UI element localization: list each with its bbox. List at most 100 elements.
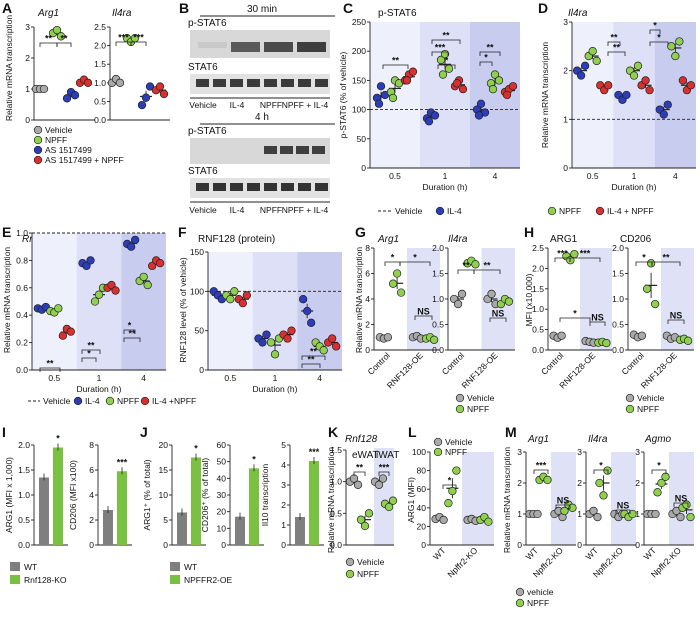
panel-e-y-tick-label: 0.2: [16, 338, 28, 348]
panel-d-g2-s2-point: [686, 81, 696, 90]
panel-g-1-y-tick-label: 6: [365, 269, 370, 279]
panel-j-2-bar-0: [235, 516, 245, 545]
blot-band: [264, 146, 277, 154]
panel-d-y-tick-label: 3: [563, 17, 568, 27]
panel-g-2-g1-s1-point: [504, 297, 514, 306]
panel-k-iwat-veh-point: [374, 480, 384, 489]
blot-band: [312, 146, 325, 154]
panel-m-3-s0-significance: *: [657, 461, 661, 471]
panel-h-2-g0-s0-point: [637, 331, 647, 340]
panel-i-1-bar-0: [39, 477, 49, 545]
panel-f-g2-s0-point: [299, 295, 308, 304]
panel-m-1-y-tick-label: 0: [517, 540, 522, 550]
panel-g-2-s0-bracket: [457, 269, 475, 274]
blot-band: [230, 183, 243, 191]
panel-g-2-y-tick-label: 0.0: [432, 345, 444, 355]
panel-c-s0-significance: **: [392, 56, 400, 66]
panel-f-title: RNF128 (protein): [198, 234, 275, 245]
panel-c-g1-s1-point: [444, 64, 454, 73]
panel-c-s3-significance: *: [445, 56, 449, 66]
panel-m-1-y-tick-label: 3: [517, 447, 522, 457]
panel-h-2-s2-significance: NS: [670, 311, 683, 321]
blot-lane-label-1: NPFF + IL-4: [282, 100, 329, 110]
panel-c-y-label: p-STAT6 (% of vehicle): [338, 52, 348, 139]
panel-j-1-significance: *: [194, 444, 198, 454]
panel-m-2-g1-s1-point: [628, 509, 637, 519]
panel-h-1-y-tick-label: 2.0: [532, 263, 544, 273]
panel-e-g2-s0-point: [131, 235, 140, 245]
panel-e-s2-significance: **: [87, 341, 95, 351]
panel-a-3-legend-label: AS 1517499 + NPFF: [45, 155, 124, 165]
blot-band: [280, 146, 293, 154]
panel-d-s1-significance: **: [610, 33, 618, 43]
panel-d-g0-s2-point: [604, 81, 613, 90]
panel-h-1-y-tick-label: 0.0: [532, 345, 544, 355]
panel-h-2-x-tick-label: RNF128-OE: [639, 350, 679, 390]
panel-m-npff-legend-marker: [515, 598, 525, 608]
blot-band: [281, 183, 294, 191]
panel-d-g1-s1-point: [629, 71, 639, 80]
panel-f-x-tick-label: 1: [273, 373, 278, 383]
panel-m-1-g1-s1-point: [568, 503, 577, 512]
panel-a-arg1-2-point: [62, 94, 72, 103]
panel-m-3-y-tick-label: 1: [635, 509, 640, 519]
panel-g-1-y-tick-label: 2: [365, 320, 370, 330]
panel-c-g2-s1-point: [490, 70, 500, 79]
panel-g-1-g0-s1-point: [396, 288, 406, 297]
panel-c-s4-bracket: [479, 51, 501, 56]
panel-g-1-y-tick-label: 8: [365, 243, 370, 253]
panel-m-1-y-tick-label: 1: [517, 509, 522, 519]
panel-m-2-s0-bracket: [593, 469, 609, 474]
panel-h-1-s2-bracket: [559, 317, 591, 322]
panel-i-1-y-tick-label: 1.0: [18, 490, 30, 500]
panel-e-g1-s2-point: [111, 286, 120, 295]
panel-h-1-s3-bracket: [589, 321, 606, 326]
panel-a-1-y-tick-label: 1: [25, 84, 30, 94]
panel-e-g1-s1-point: [90, 297, 100, 306]
panel-c-g1-s2-point: [452, 79, 462, 88]
panel-g-2-g0-s0-point: [457, 289, 467, 299]
panel-h-2-y-tick-label: 0.5: [612, 320, 624, 330]
panel-m-1-g1-s1-point: [560, 506, 569, 516]
panel-m-2-g0-s1-point: [603, 466, 612, 475]
panel-m-3-y-tick-label: 3: [635, 447, 640, 457]
blot-band: [213, 42, 227, 48]
panel-c-g2-s1-point: [488, 85, 498, 94]
panel-m-title-3: Agmo: [644, 434, 672, 445]
panel-m-npff-legend-label: NPFF: [527, 598, 549, 608]
panel-g-title-2: Il4ra: [448, 234, 468, 245]
panel-m-3-g0-s1-point: [653, 488, 662, 497]
panel-k-iwat-npff-point: [388, 496, 398, 505]
panel-e-il4-legend-marker: [73, 396, 83, 406]
panel-g-1-s0-significance: *: [391, 253, 395, 263]
panel-j-2-bar-1: [249, 468, 259, 545]
panel-c-x-tick-label: 0.5: [389, 171, 401, 181]
panel-c-g0-s0-point: [374, 99, 384, 108]
panel-m-2-g0-s1-point: [595, 478, 604, 488]
blot-band: [247, 183, 260, 191]
panel-d-il4npff-legend-marker: [595, 206, 605, 216]
panel-i-legend-ko: Rnf128-KO: [24, 575, 67, 585]
panel-l-y-tick-label: 80: [417, 466, 427, 476]
panel-j-legend-oe: NPFFR2-OE: [184, 575, 233, 585]
panel-h-2-g1-s1-point: [683, 336, 693, 345]
panel-label-i: I: [2, 424, 6, 440]
panel-k-title: Rnf128: [345, 434, 378, 445]
panel-l-vehicle-legend-label: Vehicle: [445, 437, 473, 447]
panel-l-npff-legend-marker: [433, 447, 443, 457]
panel-k-ewat-npff-point: [360, 521, 370, 531]
panel-h-1-s1-bracket: [569, 257, 601, 262]
blot-lane-label-2: Vehicle: [189, 205, 217, 215]
panel-f-s0-significance: **: [310, 347, 318, 357]
panel-a-il4ra-3-point: [155, 82, 165, 91]
panel-j-2-y-tick-label: 30: [217, 490, 227, 500]
panel-h-1-y-tick-label: 1.5: [532, 284, 544, 294]
panel-m-3-g1-s1-point: [686, 512, 695, 522]
panel-j-3-y-tick-label: 3: [281, 480, 286, 490]
panel-a-s4-significance: ***: [133, 33, 144, 43]
panel-g-2-y-tick-label: 1.5: [432, 269, 444, 279]
panel-m-2-y-tick-label: 3: [577, 447, 582, 457]
panel-g-2-g0-s0-point: [453, 299, 463, 309]
panel-a-s1-bracket: [39, 42, 58, 47]
panel-m-1-s0-bracket: [533, 469, 549, 474]
